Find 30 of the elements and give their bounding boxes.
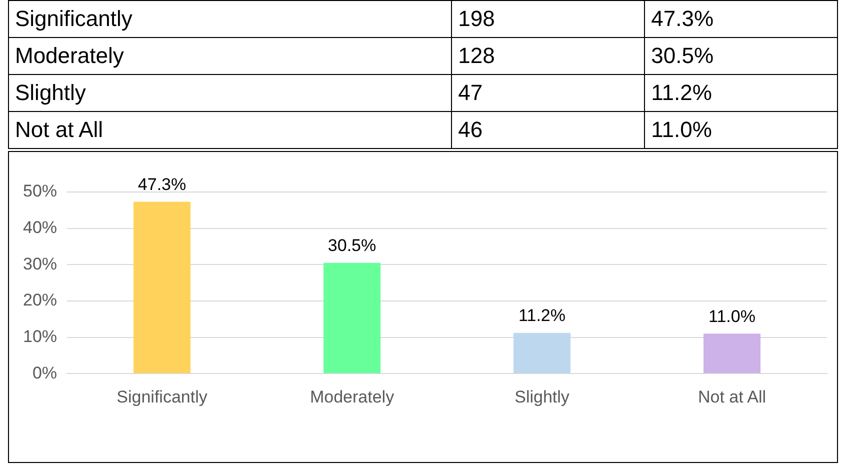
x-tick-label: Slightly — [514, 387, 570, 406]
text: 128 — [452, 38, 645, 74]
bar — [324, 262, 381, 374]
text: Slightly — [8, 74, 452, 112]
text: 198 — [452, 0, 645, 38]
bar — [134, 202, 191, 374]
y-tick-label: 50% — [22, 182, 58, 201]
text: Moderately — [8, 38, 452, 74]
text: 46 — [452, 112, 645, 148]
text: 30.5% — [644, 38, 838, 74]
text: 11.0% — [644, 112, 838, 148]
data-label: 47.3% — [138, 174, 186, 194]
y-tick-label: 30% — [22, 254, 58, 274]
bar — [704, 334, 760, 374]
text: 47 — [452, 74, 645, 112]
x-tick-label: Moderately — [310, 387, 395, 406]
y-tick-label: 40% — [22, 218, 58, 238]
data-label: 30.5% — [328, 236, 376, 256]
y-tick-label: 10% — [22, 326, 58, 346]
text: 11.2% — [644, 74, 838, 112]
text: Not at All — [8, 112, 452, 148]
y-tick-label: 0% — [32, 363, 58, 382]
x-tick-label: Not at All — [698, 387, 766, 406]
data-label: 11.2% — [518, 306, 566, 326]
bar — [514, 332, 571, 374]
text: Significantly — [8, 0, 452, 38]
x-tick-label: Significantly — [116, 387, 208, 406]
y-tick-label: 20% — [22, 290, 58, 310]
text: 47.3% — [644, 0, 838, 38]
data-label: 11.0% — [708, 306, 756, 326]
